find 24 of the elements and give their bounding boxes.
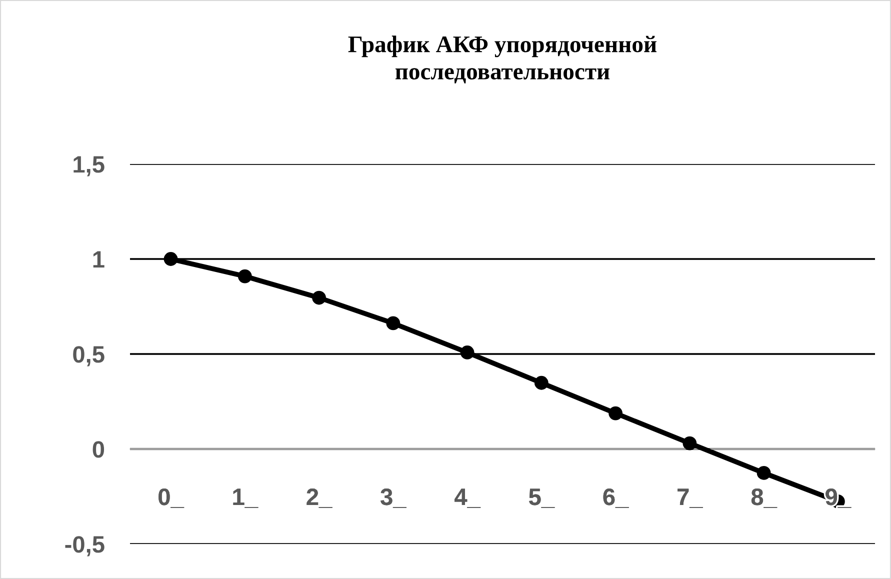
x-tick-label: 1_ xyxy=(233,488,258,508)
y-tick-label: 1 xyxy=(93,251,104,268)
point xyxy=(460,346,474,360)
x-tick-label: 8_ xyxy=(751,488,778,508)
y-tick-label: 0 xyxy=(92,441,104,458)
x-tick-label: 4_ xyxy=(454,488,481,508)
point xyxy=(682,436,697,450)
x-tick-label: 7_ xyxy=(678,488,704,508)
point xyxy=(164,252,178,266)
x-tick-label: 3_ xyxy=(380,488,406,508)
y-tick-label: -0,5 xyxy=(65,536,104,556)
x-tick-label: 5_ xyxy=(529,488,555,508)
chart-title: График АКФ упорядоченной последовательности xyxy=(348,36,656,84)
point xyxy=(238,269,252,284)
point xyxy=(386,316,400,330)
x-tick-label: 2_ xyxy=(306,488,332,508)
x-tick-label: 0_ xyxy=(158,488,184,508)
y-tick-label: 1,5 xyxy=(74,156,104,176)
x-tick-label: 6_ xyxy=(603,488,629,508)
point xyxy=(608,406,622,420)
point xyxy=(534,376,548,390)
point xyxy=(312,290,326,305)
y-tick-label: 0,5 xyxy=(73,346,104,366)
point xyxy=(756,466,771,480)
